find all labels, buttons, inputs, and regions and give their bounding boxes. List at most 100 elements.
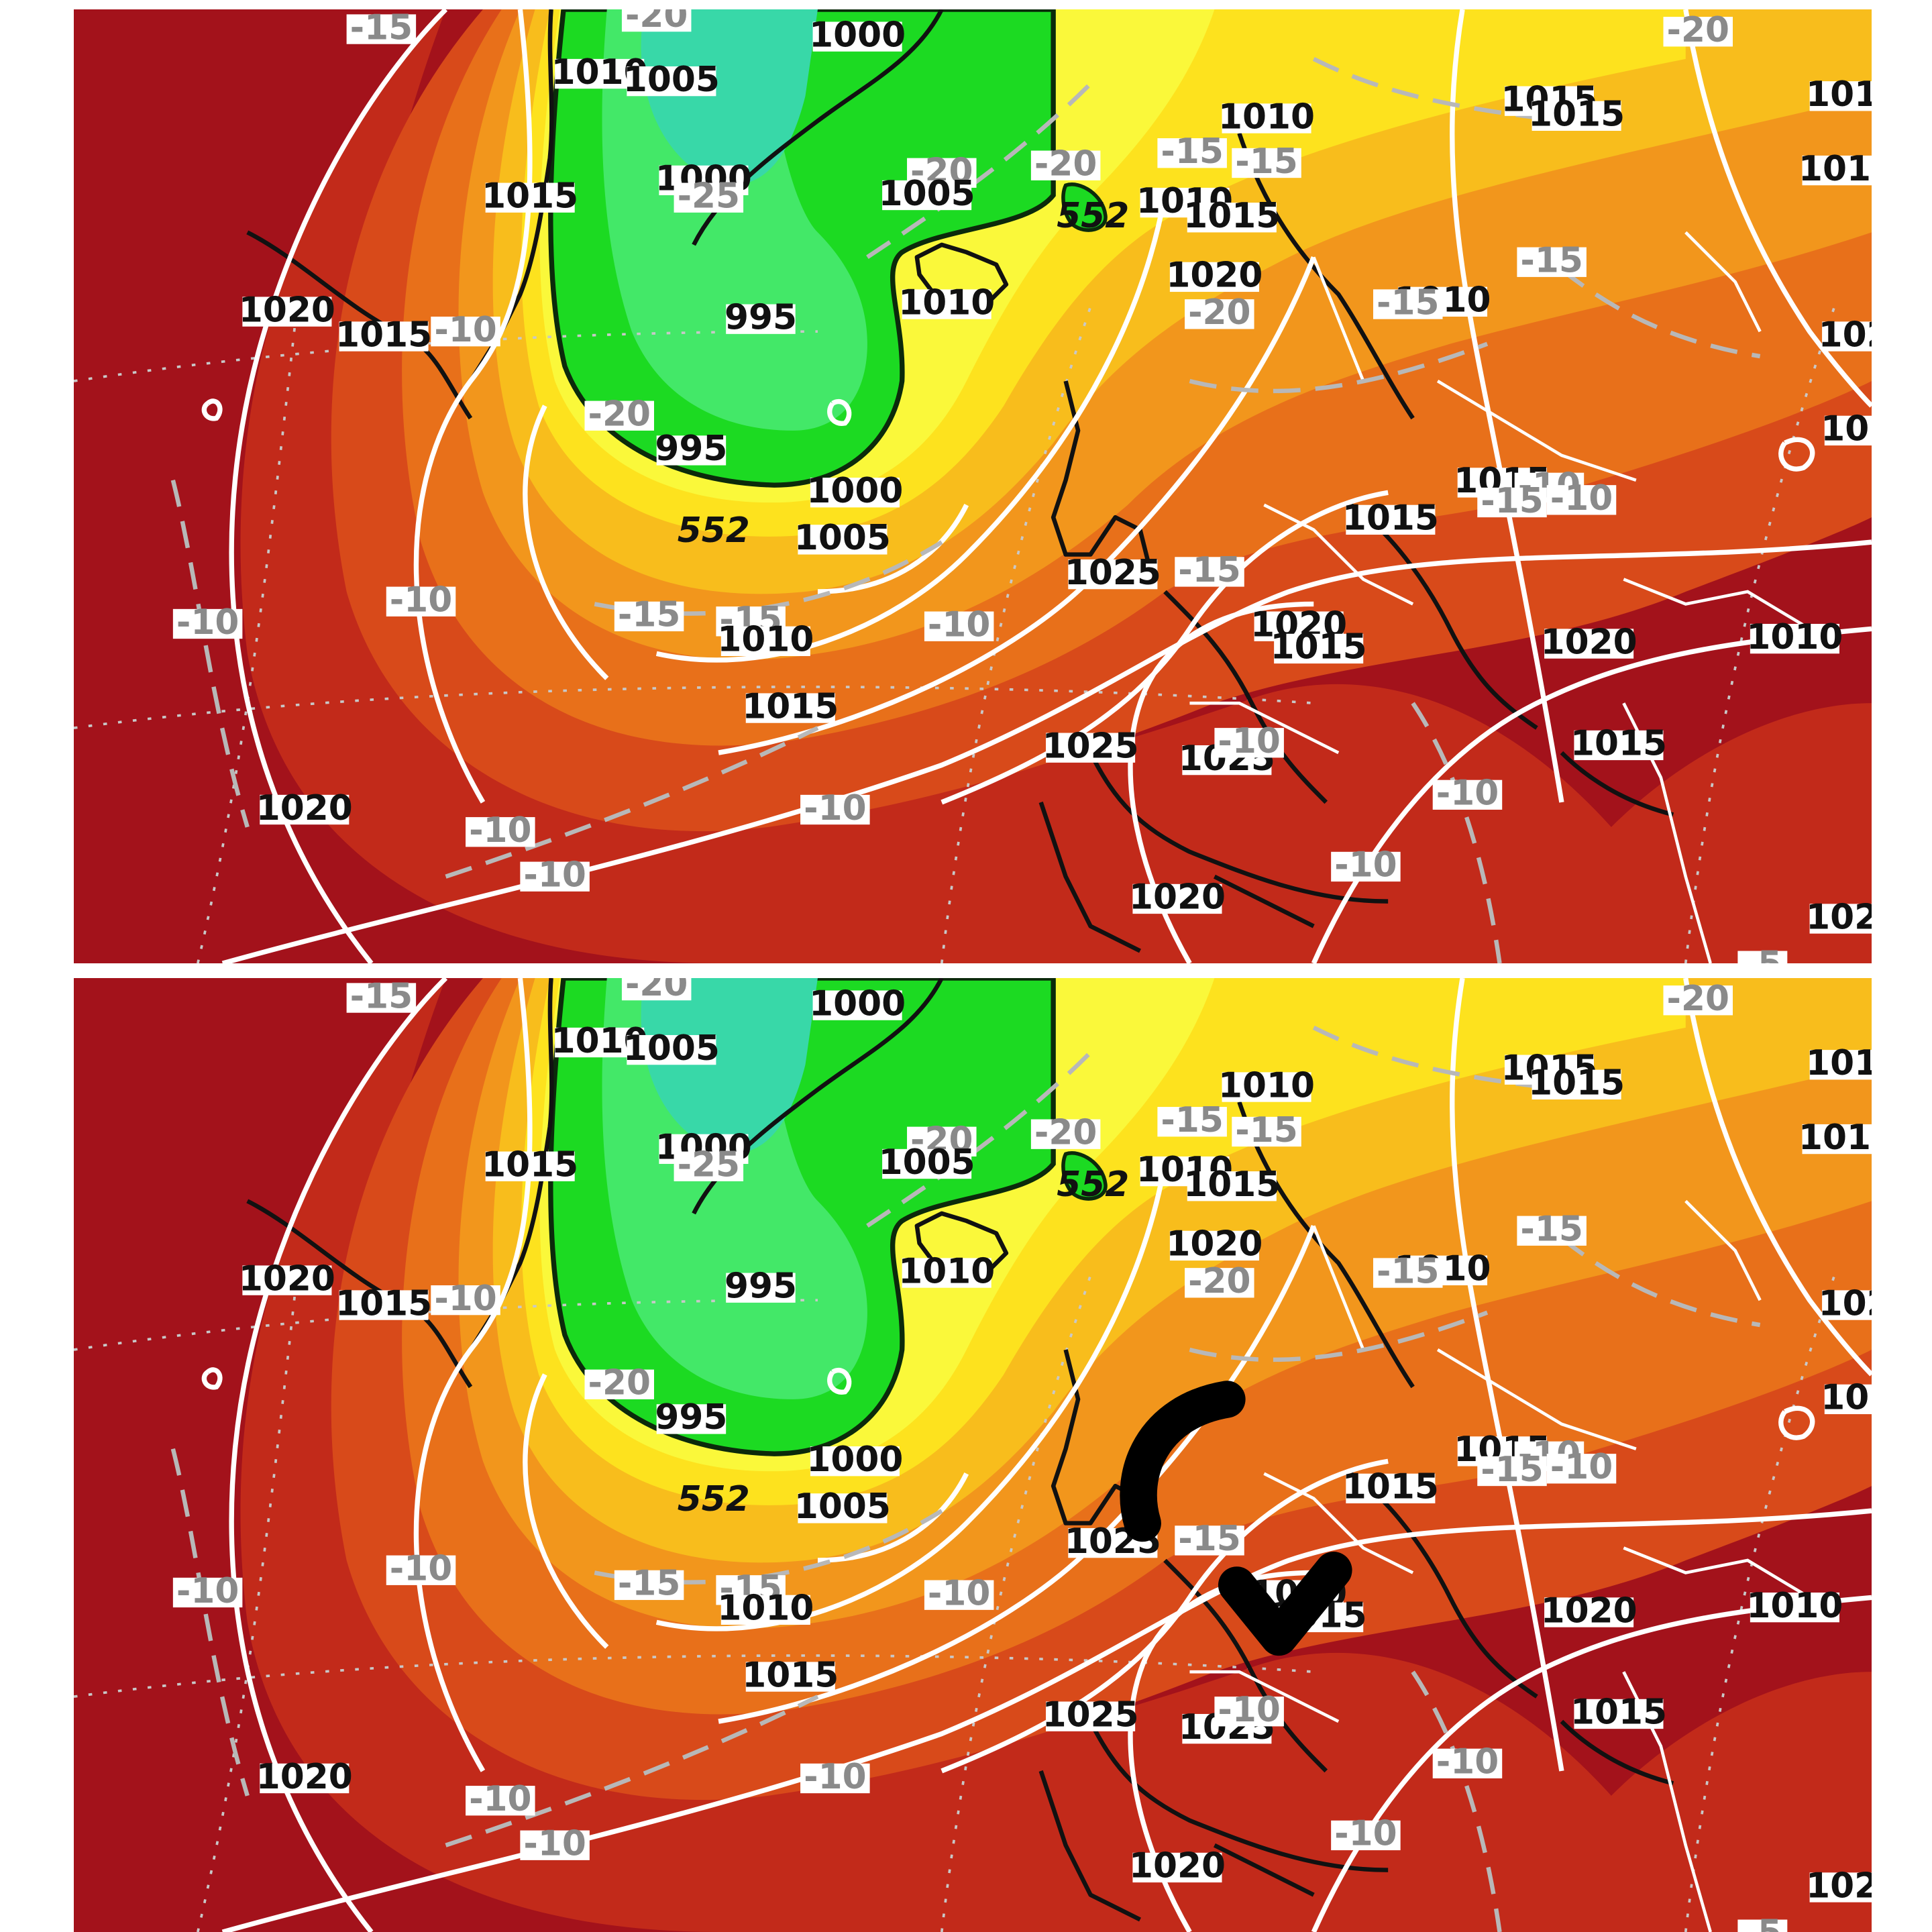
isotherm-line <box>1189 1310 1489 1362</box>
contour-label: -10 <box>1546 478 1617 519</box>
contour-label: -10 <box>520 855 590 895</box>
contour-label-text: -10 <box>469 1779 531 1819</box>
coastline <box>1213 1843 1315 1897</box>
contour-label: -5 <box>1737 944 1788 963</box>
contour-label-box <box>745 1662 835 1692</box>
coastline <box>1088 1720 1389 1872</box>
isobar-line <box>827 1368 852 1395</box>
coastline <box>1213 874 1315 928</box>
isobar-line <box>201 398 223 421</box>
contour-label-text: -5 <box>1743 944 1782 963</box>
contour-label-box <box>810 478 900 508</box>
contour-label-text: -20 <box>625 978 688 1004</box>
isobar-line <box>941 1458 1389 1774</box>
contour-label: 1010 <box>1218 97 1315 137</box>
contour-label: -15 <box>1232 142 1301 182</box>
contour-label-text: -15 <box>350 9 413 48</box>
contour-label: -15 <box>614 1564 684 1604</box>
contour-label-box <box>485 182 575 213</box>
contour-label-text: -20 <box>1667 10 1729 50</box>
contour-label-box <box>1737 951 1788 963</box>
contour-label-text: 1015 <box>1183 196 1280 236</box>
contour-label: 995 <box>655 429 727 469</box>
contour-label-box <box>1157 138 1227 168</box>
graticule-line <box>197 307 299 963</box>
coastline <box>468 9 554 382</box>
contour-label-box <box>1346 1473 1436 1504</box>
isotherm-line <box>1411 1670 1502 1932</box>
contour-label-box <box>720 1595 810 1625</box>
contour-label-box <box>1432 1748 1503 1779</box>
coastline <box>1560 751 1674 817</box>
contour-label-box <box>674 1151 744 1181</box>
contour-label: 1010 <box>898 1251 995 1291</box>
temperature-band <box>641 9 818 185</box>
contour-label: -20 <box>584 394 654 435</box>
contour-label: 552 <box>1057 196 1129 236</box>
contour-label: 1015 <box>742 1655 839 1695</box>
contour-label-text: 1005 <box>623 1028 720 1069</box>
contour-label: 1020 <box>1806 1866 1872 1906</box>
contour-label-text: 1020 <box>1129 1846 1226 1886</box>
contour-label-text: 1000 <box>809 15 906 55</box>
country-border <box>1436 1348 1637 1450</box>
contour-label-box <box>1822 321 1872 352</box>
contour-label-text: 1015 <box>742 1655 839 1695</box>
contour-label-box <box>1175 557 1244 587</box>
contour-label: -10 <box>386 1549 456 1589</box>
contour-label-text: -15 <box>350 978 413 1016</box>
contour-label-box <box>800 794 870 825</box>
contour-label: -20 <box>1185 292 1254 333</box>
contour-label-box <box>584 400 654 431</box>
contour-label: 1015 <box>742 686 839 727</box>
contour-label-text: 1010 <box>717 1589 814 1629</box>
contour-label-text: 1000 <box>806 471 903 511</box>
contour-label: 1025 <box>1042 726 1139 766</box>
contour-label-text: 995 <box>655 1397 727 1438</box>
contour-label-text: -10 <box>804 1757 866 1797</box>
temperature-band <box>240 978 1872 1932</box>
contour-label: 1010 <box>717 1589 814 1629</box>
contour-label-box <box>882 1148 972 1179</box>
contour-label-box <box>339 321 429 352</box>
temperature-band <box>641 978 818 1154</box>
contour-label: -20 <box>621 978 692 1004</box>
contour-label-box <box>520 861 590 892</box>
contour-label-box <box>1187 203 1277 233</box>
contour-label-box <box>1232 148 1301 178</box>
contour-label: -20 <box>1663 979 1733 1019</box>
contour-label: 1010 <box>1746 617 1843 657</box>
contour-label-text: 1005 <box>623 60 720 100</box>
contour-label-text: -10 <box>928 604 990 645</box>
contour-label: 1000 <box>806 471 903 511</box>
hand-drawn-check-mark <box>1218 1552 1352 1656</box>
contour-label-text: 1000 <box>809 983 906 1024</box>
contour-label-box <box>1232 1116 1301 1147</box>
contour-label-text: -10 <box>928 1573 990 1613</box>
graticule-line <box>940 306 1092 963</box>
isobar-line <box>201 1367 223 1390</box>
contour-label-box <box>485 1151 575 1181</box>
contour-label: -25 <box>674 176 744 216</box>
contour-label-text: -15 <box>1520 1210 1582 1250</box>
isotherm-line <box>1560 1236 1761 1328</box>
hand-drawn-annotations <box>1120 1381 1352 1656</box>
contour-label-text: 1005 <box>794 518 891 558</box>
contour-label: -10 <box>800 1757 870 1797</box>
contour-label-box <box>924 1580 994 1610</box>
country-border <box>1189 701 1340 755</box>
contour-label-text: 1015 <box>482 176 578 216</box>
isotherm-line <box>1189 341 1489 394</box>
hand-drawn-arc-mark <box>1120 1381 1246 1542</box>
contour-label-text: -10 <box>390 580 452 621</box>
contour-label: -10 <box>386 580 456 621</box>
contour-label-text: -25 <box>678 1144 740 1185</box>
contour-label-text: -25 <box>678 176 740 216</box>
contour-label-box <box>242 297 332 327</box>
contour-label-box <box>346 983 417 1013</box>
contour-label: 1020 <box>256 1757 353 1797</box>
coastline <box>468 978 554 1351</box>
contour-label: 1025 <box>1065 553 1161 593</box>
coastline <box>1237 1101 1415 1389</box>
